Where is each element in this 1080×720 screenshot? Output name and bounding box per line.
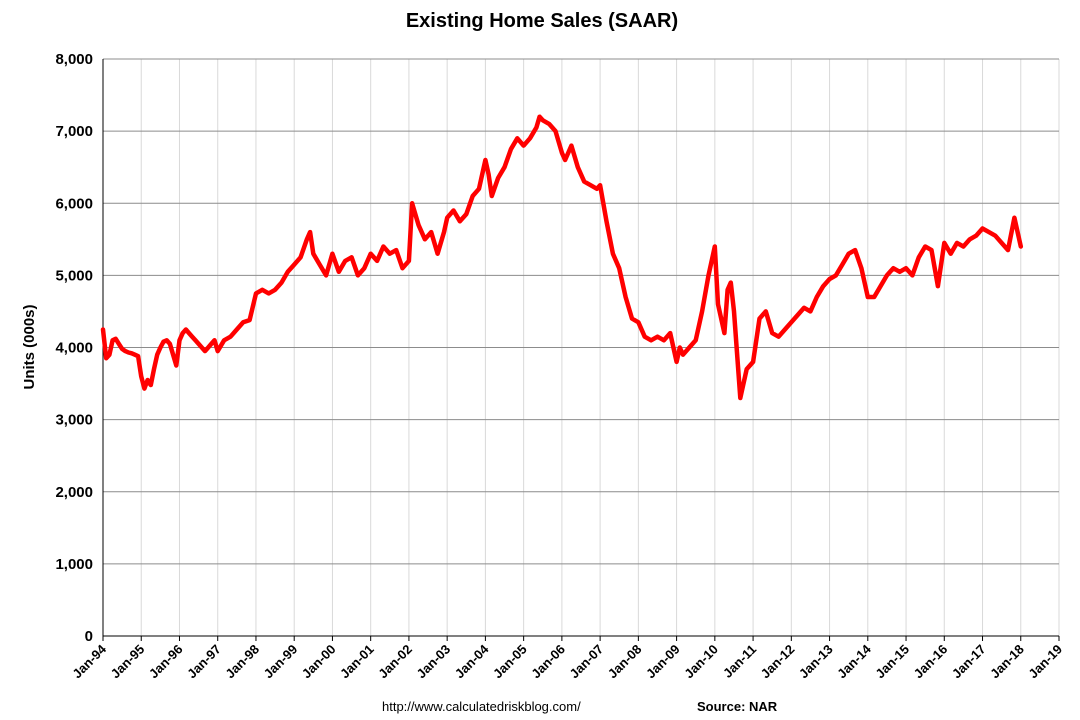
- horizontal-gridlines: [103, 58, 1059, 565]
- footer-url: http://www.calculatedriskblog.com/: [382, 699, 581, 714]
- chart-title: Existing Home Sales (SAAR): [406, 10, 678, 32]
- y-tick-label: 8,000: [55, 51, 93, 68]
- y-tick-label: 0: [85, 628, 93, 645]
- y-tick-label: 7,000: [55, 123, 93, 140]
- series-line: [100, 114, 1024, 401]
- footer-source: Source: NAR: [697, 699, 778, 714]
- y-tick-labels: 0 1,000 2,000 3,000 4,000 5,000 6,000 7,000 8,00…: [55, 51, 93, 645]
- y-tick-label: 5,000: [55, 267, 93, 284]
- y-tick-label: 3,000: [55, 412, 93, 429]
- y-axis-label: Units (000s): [21, 304, 38, 389]
- series-group: [100, 114, 1024, 401]
- y-tick-label: 2,000: [55, 484, 93, 501]
- y-tick-label: 1,000: [55, 556, 93, 573]
- y-tick-label: 6,000: [55, 195, 93, 212]
- y-tick-label: 4,000: [55, 340, 93, 357]
- x-tick-marks: [102, 636, 1060, 641]
